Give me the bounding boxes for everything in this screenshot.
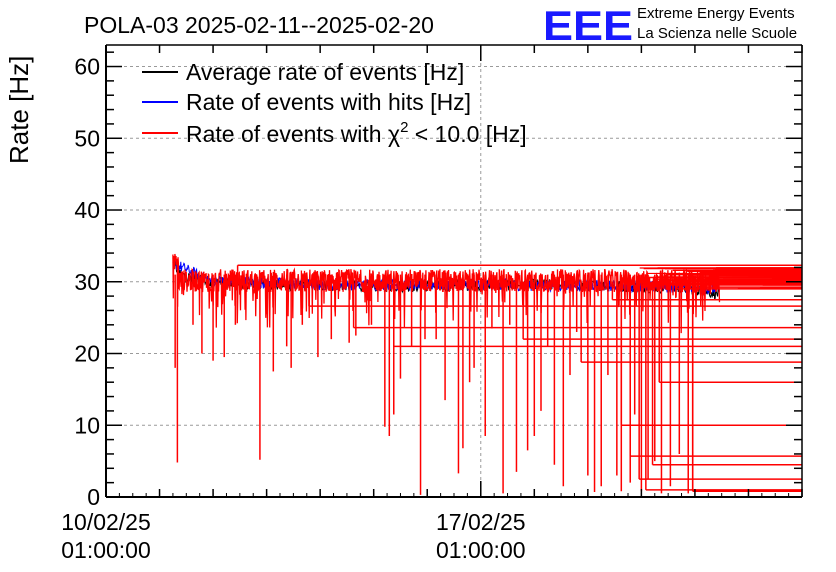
x-tick-label-date: 17/02/25 bbox=[436, 509, 526, 535]
x-tick-label-time: 01:00:00 bbox=[436, 537, 526, 563]
x-tick-label-time: 01:00:00 bbox=[61, 537, 151, 563]
legend-chi2-symbol: χ bbox=[388, 121, 400, 147]
eee-logo: EEE Extreme Energy Events La Scienza nel… bbox=[543, 2, 797, 49]
y-axis-label: Rate [Hz] bbox=[4, 56, 34, 164]
y-tick-label: 50 bbox=[74, 125, 100, 151]
y-tick-label: 30 bbox=[74, 269, 100, 295]
eee-logo-line1: Extreme Energy Events bbox=[637, 5, 795, 22]
eee-logo-letters: EEE bbox=[543, 2, 633, 49]
legend-chi2-sup: 2 bbox=[400, 119, 408, 136]
x-tick-label-date: 10/02/25 bbox=[61, 509, 151, 535]
legend-label-chi2: Rate of events with χ2 < 10.0 [Hz] bbox=[186, 119, 527, 147]
axes bbox=[105, 44, 803, 498]
eee-logo-line2: La Scienza nelle Scuole bbox=[637, 25, 797, 42]
y-tick-label: 40 bbox=[74, 197, 100, 223]
legend: Average rate of events [Hz] Rate of even… bbox=[142, 59, 527, 147]
series-2 bbox=[172, 253, 802, 495]
legend-label-hits: Rate of events with hits [Hz] bbox=[186, 89, 471, 115]
legend-chi2-prefix: Rate of events with bbox=[186, 121, 388, 147]
chart-title: POLA-03 2025-02-11--2025-02-20 bbox=[84, 12, 434, 38]
series-band bbox=[172, 253, 721, 334]
y-tick-label: 10 bbox=[74, 412, 100, 438]
series-layer bbox=[172, 253, 802, 495]
legend-chi2-suffix: < 10.0 [Hz] bbox=[408, 121, 526, 147]
y-tick-label: 0 bbox=[87, 484, 100, 510]
y-tick-label: 60 bbox=[74, 54, 100, 80]
legend-label-average: Average rate of events [Hz] bbox=[186, 59, 464, 85]
y-tick-label: 20 bbox=[74, 341, 100, 367]
y-tick-labels: 0 10 20 30 40 50 60 bbox=[74, 54, 100, 510]
